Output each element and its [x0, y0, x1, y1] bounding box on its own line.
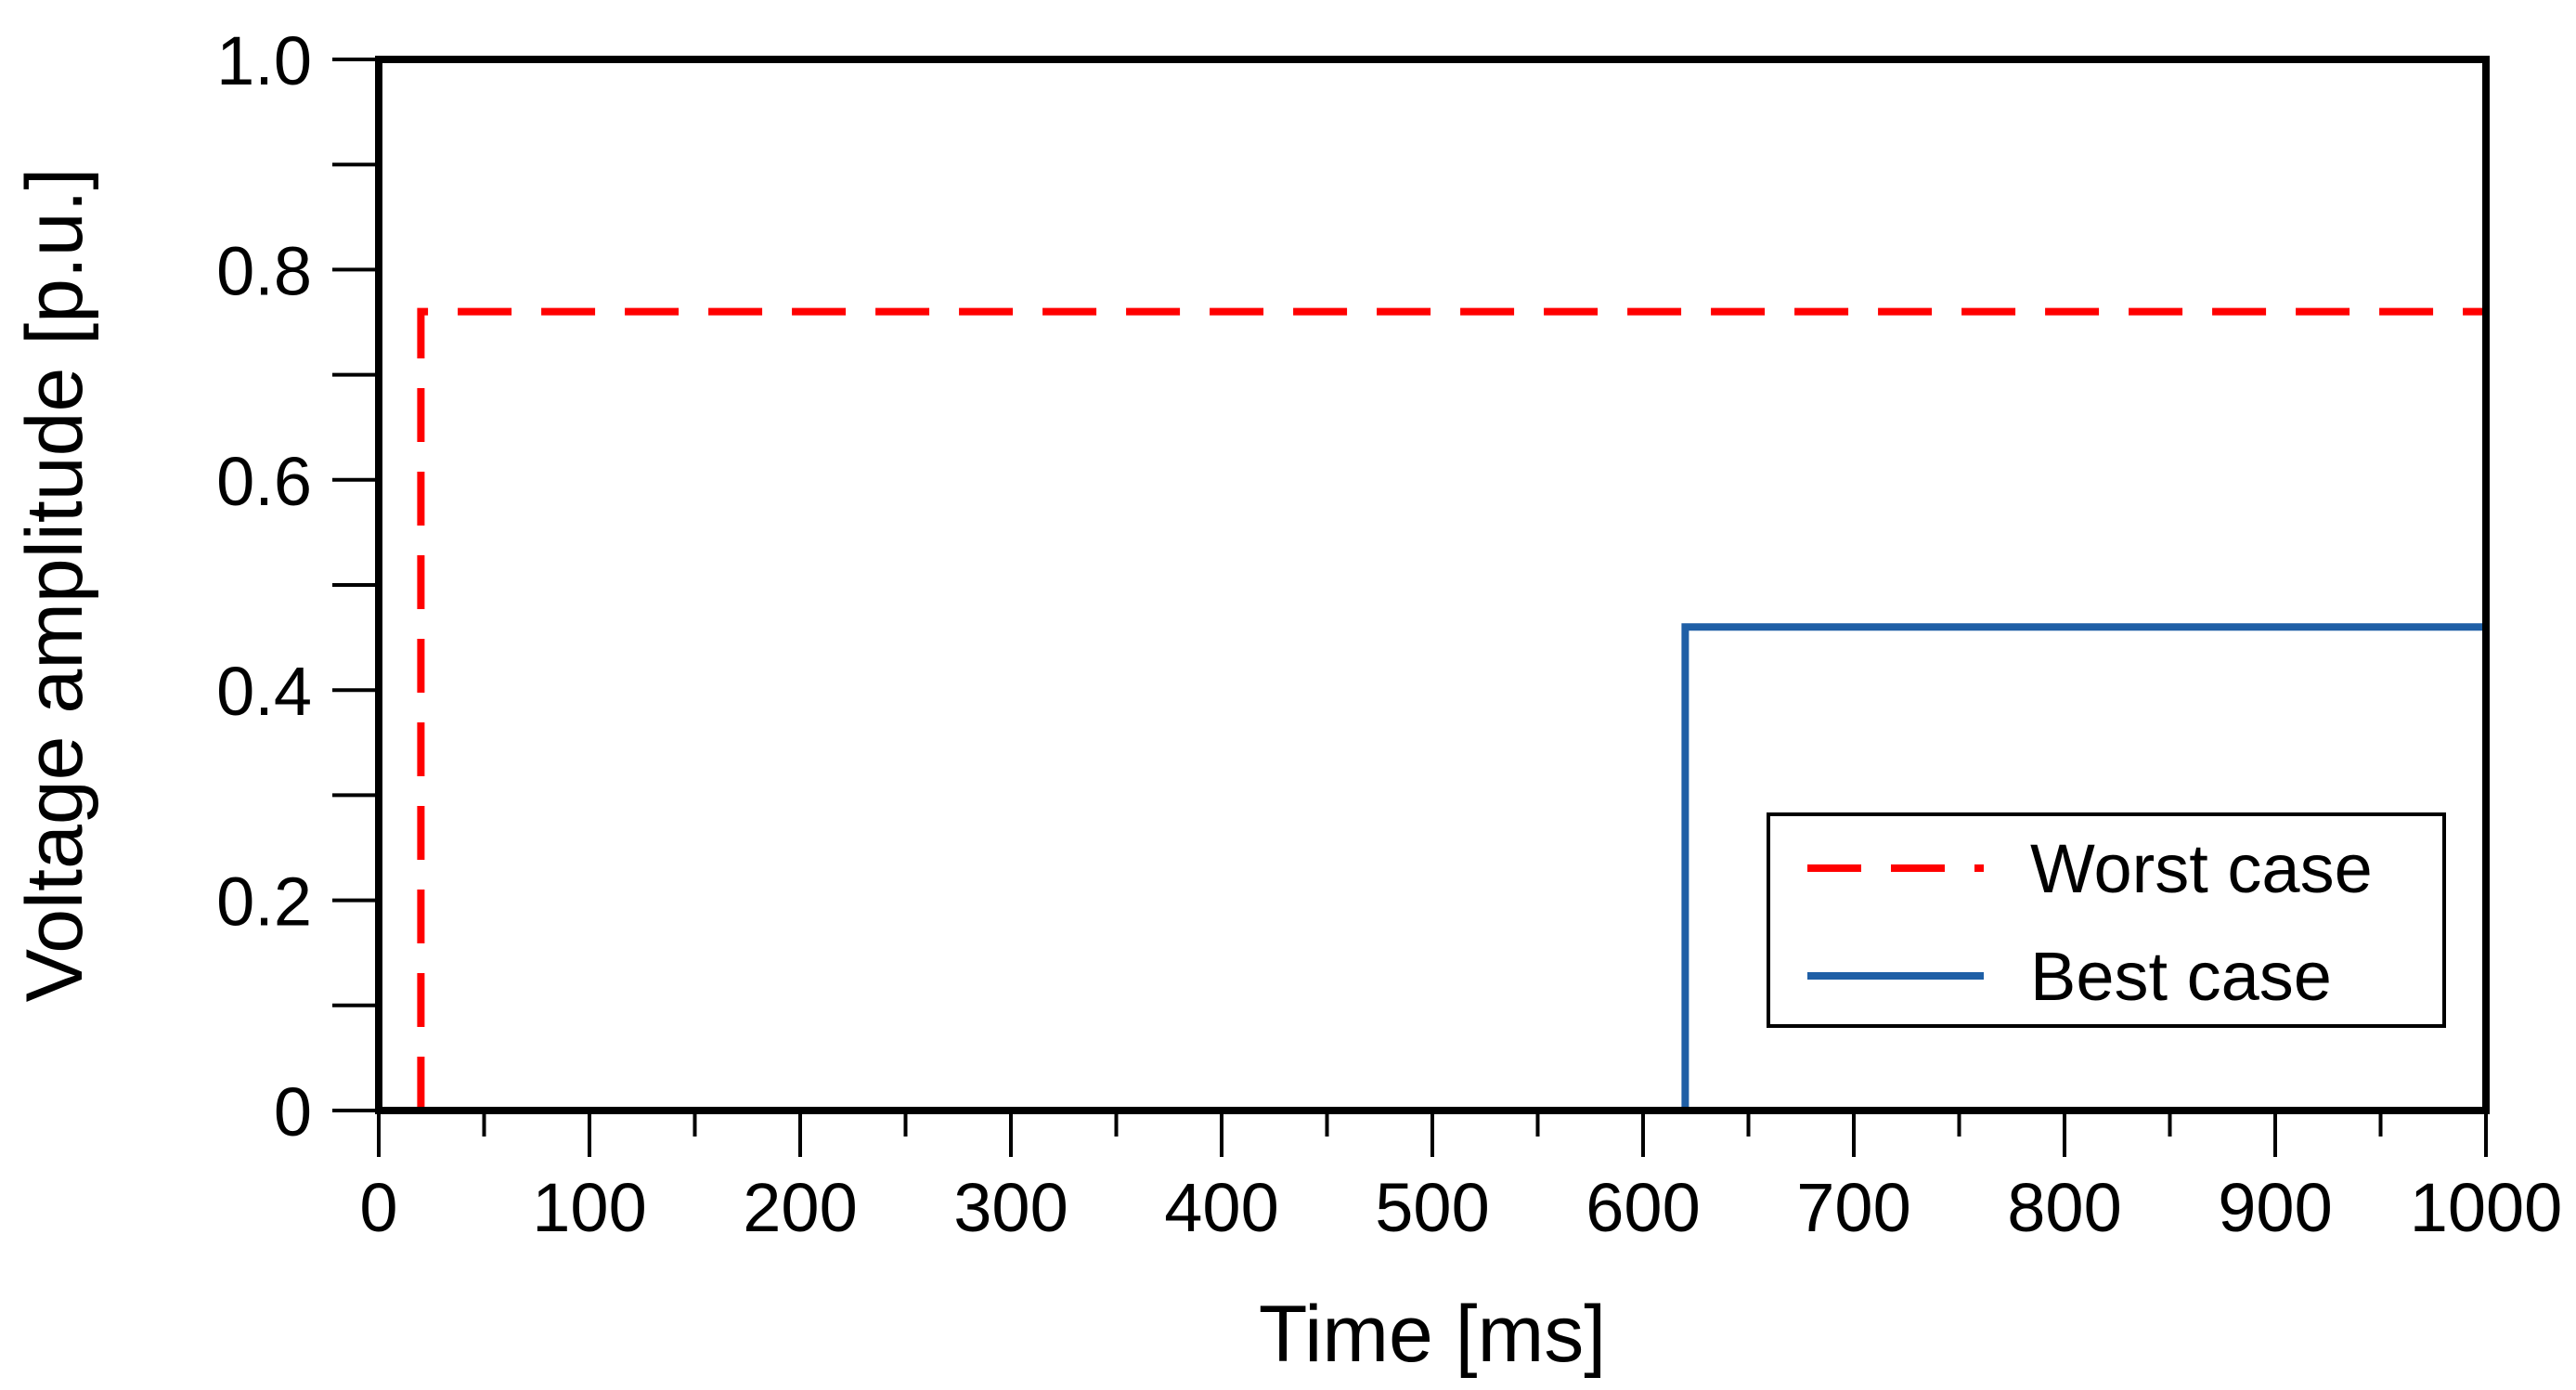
series-layer: [417, 307, 2486, 1111]
x-tick-label: 100: [532, 1169, 646, 1246]
x-tick-labels: 0 100 200 300 400 500 600 700 800 900 1000: [359, 1169, 2562, 1246]
x-tick-label: 800: [2007, 1169, 2121, 1246]
major-ticks: [332, 58, 2488, 1157]
x-tick-label: 500: [1375, 1169, 1489, 1246]
x-tick-label: 0: [359, 1169, 397, 1246]
y-tick-label: 0: [274, 1073, 312, 1150]
x-tick-label: 300: [953, 1169, 1068, 1246]
legend-label-worst-case: Worst case: [2030, 830, 2373, 907]
y-tick-label: 0.8: [216, 232, 312, 309]
x-tick-label: 400: [1164, 1169, 1278, 1246]
y-tick-label: 0.2: [216, 864, 312, 941]
x-tick-label: 600: [1586, 1169, 1700, 1246]
y-axis-label: Voltage amplitude [p.u.]: [10, 168, 99, 1003]
y-tick-labels: 0 0.2 0.4 0.6 0.8 1.0: [216, 22, 312, 1150]
series-line-best-case: [1681, 623, 2486, 1111]
legend: Worst case Best case: [1767, 812, 2446, 1028]
x-tick-label: 700: [1796, 1169, 1910, 1246]
series-line-worst-case: [417, 307, 2486, 1111]
x-tick-label: 200: [743, 1169, 857, 1246]
y-tick-label: 1.0: [216, 22, 312, 99]
x-axis-label: Time [ms]: [1259, 1290, 1606, 1379]
y-tick-label: 0.4: [216, 653, 312, 730]
legend-box: [1767, 812, 2446, 1028]
y-tick-label: 0.6: [216, 443, 312, 520]
minor-ticks: [332, 162, 2383, 1137]
legend-label-best-case: Best case: [2030, 938, 2332, 1015]
x-tick-label: 1000: [2410, 1169, 2563, 1246]
plot-frame: [375, 56, 2490, 1114]
x-tick-label: 900: [2218, 1169, 2332, 1246]
